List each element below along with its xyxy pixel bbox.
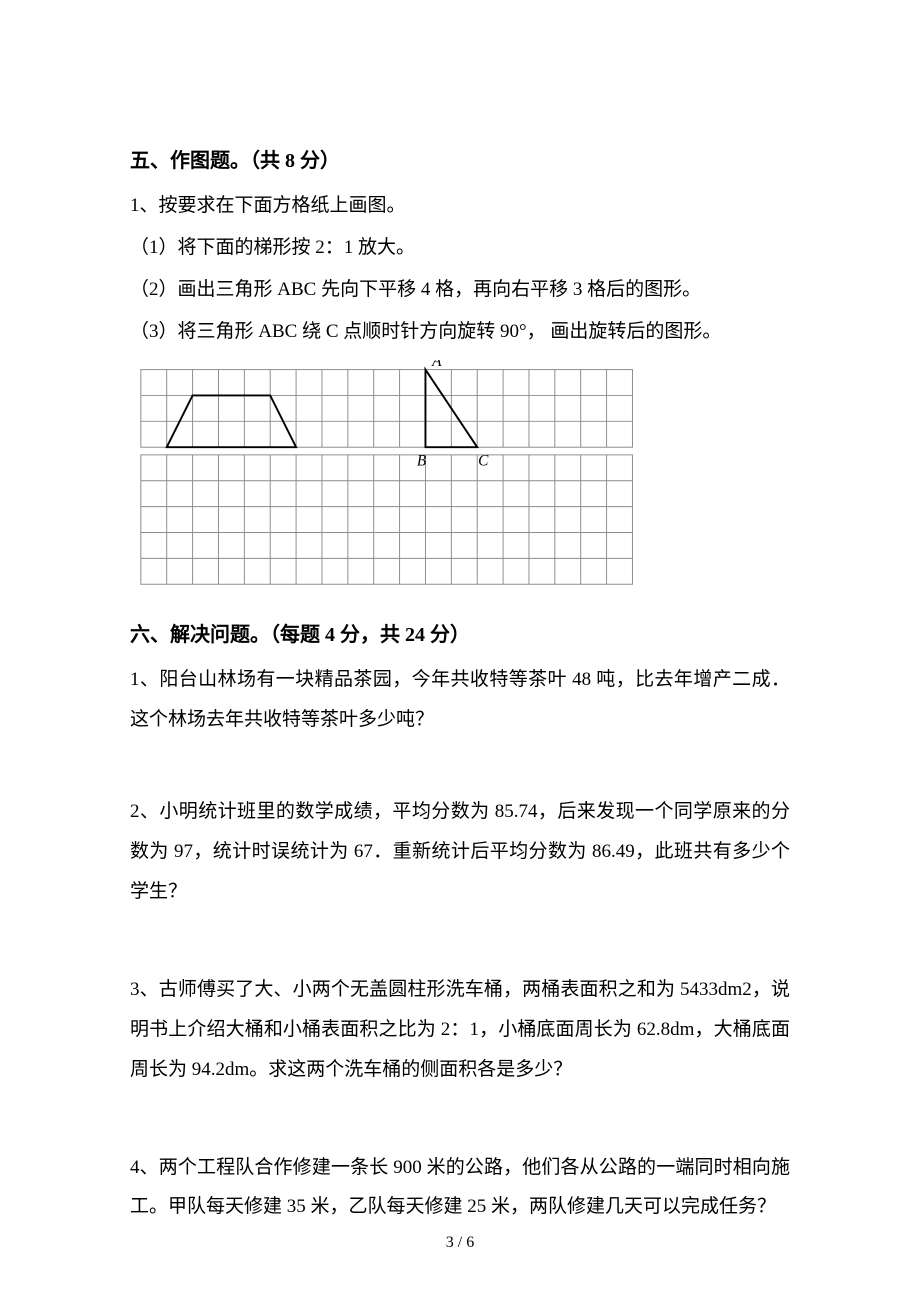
page-footer: 3 / 6: [0, 1226, 920, 1260]
svg-text:A: A: [431, 360, 442, 370]
q6-3: 3、古师傅买了大、小两个无盖圆柱形洗车桶，两桶表面积之和为 5433dm2，说明…: [130, 970, 790, 1090]
q5-1-intro: 1、按要求在下面方格纸上画图。: [130, 186, 790, 226]
q6-2: 2、小明统计班里的数学成绩，平均分数为 85.74，后来发现一个同学原来的分数为…: [130, 792, 790, 912]
q5-1-sub2: （2）画出三角形 ABC 先向下平移 4 格，再向右平移 3 格后的图形。: [130, 270, 790, 310]
q6-4: 4、两个工程队合作修建一条长 900 米的公路，他们各从公路的一端同时相向施工。…: [130, 1148, 790, 1228]
spacer: [130, 742, 790, 792]
spacer: [130, 1092, 790, 1148]
svg-text:B: B: [417, 452, 427, 469]
q5-1-sub3: （3）将三角形 ABC 绕 C 点顺时针方向旋转 90°， 画出旋转后的图形。: [130, 312, 790, 352]
spacer: [130, 914, 790, 970]
section-6-heading: 六、解决问题。（每题 4 分，共 24 分）: [130, 614, 790, 656]
grid-svg: A B C: [130, 360, 650, 590]
q5-1-sub1: （1）将下面的梯形按 2：1 放大。: [130, 228, 790, 268]
q6-1: 1、阳台山林场有一块精品茶园，今年共收特等茶叶 48 吨，比去年增产二成．这个林…: [130, 660, 790, 740]
grid-figure: A B C: [130, 360, 650, 605]
section-5-heading: 五、作图题。（共 8 分）: [130, 140, 790, 182]
svg-text:C: C: [478, 452, 489, 469]
